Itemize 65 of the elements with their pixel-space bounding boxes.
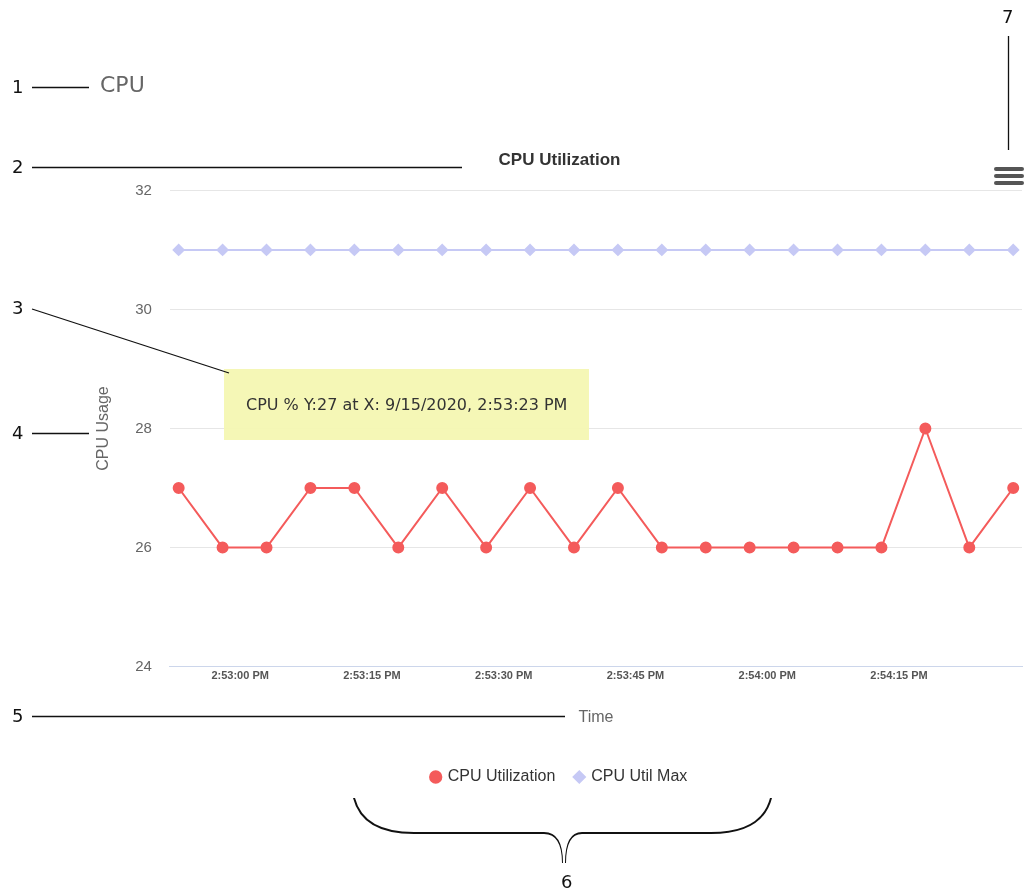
point: [392, 243, 405, 256]
text: 6: [561, 871, 573, 892]
point: [304, 243, 317, 256]
text: 5: [12, 705, 24, 726]
text: 2: [12, 156, 24, 177]
point: [655, 541, 668, 554]
legend-label: CPU Utilization: [447, 767, 556, 785]
point: [348, 482, 361, 495]
point: [1007, 243, 1020, 256]
y-tick-label: 26: [135, 537, 152, 555]
point: [699, 541, 712, 554]
point: [787, 541, 800, 554]
x-tick-label: 2:54:15 PM: [870, 669, 928, 682]
point: [655, 243, 668, 256]
point: [831, 243, 844, 256]
x-tick-label: 2:53:45 PM: [606, 669, 665, 682]
y-tick-label: 24: [135, 656, 152, 674]
x-axis-title: Time: [578, 707, 614, 725]
point: [963, 541, 976, 554]
x-tick-label: 2:53:30 PM: [474, 669, 533, 682]
point: [787, 243, 800, 256]
point: [172, 243, 185, 256]
point: [480, 541, 493, 554]
point: [172, 482, 185, 495]
y-axis-title: CPU Usage: [94, 386, 112, 471]
point: [611, 482, 624, 495]
point: [743, 243, 756, 256]
point: [216, 243, 229, 256]
y-tick-label: 30: [135, 299, 152, 317]
point: [436, 482, 449, 495]
text: CPU: [100, 72, 145, 97]
y-tick-label: 32: [135, 180, 152, 198]
point: [963, 243, 976, 256]
chart-title: CPU Utilization: [498, 149, 621, 169]
point: [831, 541, 844, 554]
legend-label: CPU Util Max: [591, 767, 688, 785]
point: [567, 541, 580, 554]
x-tick-label: 2:53:15 PM: [343, 669, 401, 682]
point: [524, 482, 537, 495]
point: [480, 243, 493, 256]
point: [216, 541, 229, 554]
point: [919, 422, 932, 435]
point: [260, 243, 273, 256]
point: [260, 541, 273, 554]
point: [875, 243, 888, 256]
point: [304, 482, 317, 495]
point: [919, 243, 932, 256]
point: [875, 541, 888, 554]
tooltip-box: CPU % Y:27 at X: 9/15/2020, 2:53:23 PM: [224, 369, 590, 440]
text: 7: [1002, 6, 1014, 27]
text: 1: [12, 76, 24, 97]
point: [1007, 482, 1020, 495]
y-tick-label: 28: [135, 418, 152, 436]
x-tick-label: 2:53:00 PM: [211, 669, 269, 682]
text: 3: [12, 297, 24, 318]
point: [611, 243, 624, 256]
point: [699, 243, 712, 256]
text: 4: [12, 422, 24, 443]
point: [392, 541, 405, 554]
point: [348, 243, 361, 256]
point: [567, 243, 580, 256]
x-tick-label: 2:54:00 PM: [738, 669, 796, 682]
point: [524, 243, 537, 256]
point: [436, 243, 449, 256]
point: [743, 541, 756, 554]
